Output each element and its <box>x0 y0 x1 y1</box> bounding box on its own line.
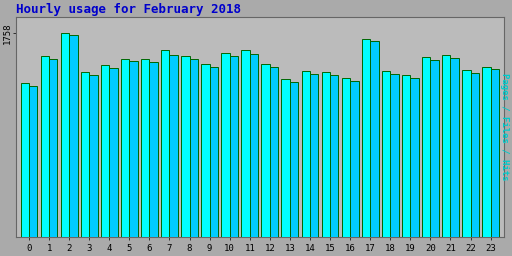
Bar <box>282 79 290 237</box>
Bar <box>181 56 189 237</box>
Bar <box>169 55 178 237</box>
Bar <box>201 64 209 237</box>
Bar <box>330 75 338 237</box>
Bar <box>241 50 250 237</box>
Bar <box>462 70 471 237</box>
Bar <box>490 69 499 237</box>
Bar <box>402 75 410 237</box>
Bar <box>422 57 431 237</box>
Bar <box>451 58 459 237</box>
Bar <box>342 78 350 237</box>
Text: Hourly usage for February 2018: Hourly usage for February 2018 <box>16 3 241 16</box>
Bar <box>362 39 370 237</box>
Bar <box>141 59 150 237</box>
Bar <box>49 59 57 237</box>
Bar <box>29 86 37 237</box>
Bar <box>189 59 198 237</box>
Bar <box>61 33 69 237</box>
Bar <box>109 68 118 237</box>
Bar <box>40 56 49 237</box>
Bar <box>161 50 169 237</box>
Bar <box>150 62 158 237</box>
Bar <box>250 54 258 237</box>
Bar <box>310 74 318 237</box>
Bar <box>370 41 379 237</box>
Bar <box>442 55 451 237</box>
Bar <box>390 74 399 237</box>
Bar <box>209 67 218 237</box>
Bar <box>81 72 89 237</box>
Bar <box>471 73 479 237</box>
Y-axis label: Pages / Files / Hits: Pages / Files / Hits <box>500 73 509 180</box>
Bar <box>89 75 98 237</box>
Bar <box>230 56 238 237</box>
Bar <box>121 59 130 237</box>
Bar <box>382 71 390 237</box>
Bar <box>302 71 310 237</box>
Bar <box>290 82 298 237</box>
Bar <box>410 78 419 237</box>
Bar <box>431 60 439 237</box>
Bar <box>69 35 77 237</box>
Bar <box>20 83 29 237</box>
Bar <box>221 53 230 237</box>
Bar <box>101 66 109 237</box>
Bar <box>322 72 330 237</box>
Bar <box>262 64 270 237</box>
Bar <box>270 67 278 237</box>
Bar <box>130 61 138 237</box>
Bar <box>350 81 358 237</box>
Bar <box>482 67 490 237</box>
